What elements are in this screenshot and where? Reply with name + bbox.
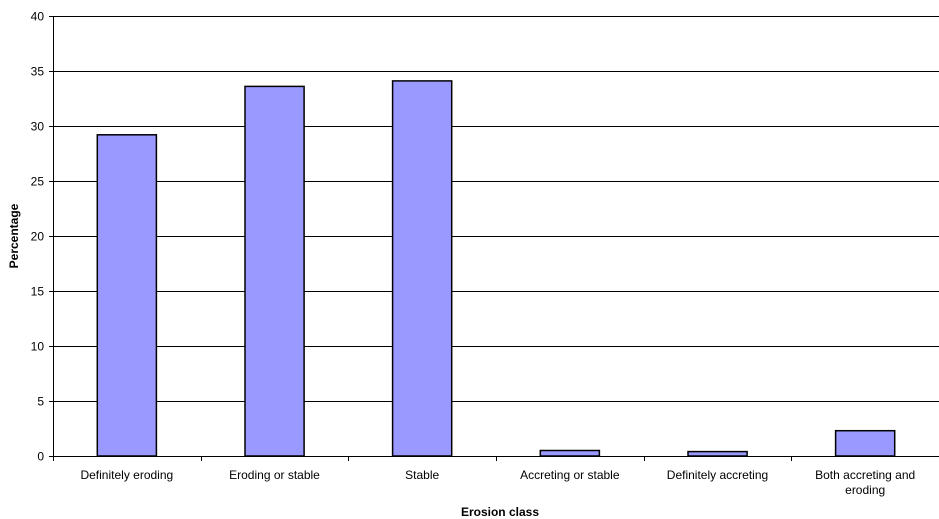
y-tick-label: 20 bbox=[31, 230, 45, 244]
y-tick-label: 35 bbox=[31, 65, 45, 79]
bar bbox=[539, 449, 601, 457]
bar bbox=[244, 85, 305, 457]
y-tick-label: 0 bbox=[37, 450, 44, 464]
x-tick-label: Both accreting and eroding bbox=[815, 468, 915, 497]
y-tick-labels: 0 5 10 15 20 25 30 35 40 bbox=[31, 10, 45, 464]
y-tick-label: 30 bbox=[31, 120, 45, 134]
y-axis-title: Percentage bbox=[7, 203, 21, 268]
bar bbox=[687, 450, 748, 457]
bar bbox=[96, 134, 158, 457]
x-tick-label: Accreting or stable bbox=[520, 468, 620, 482]
bars bbox=[96, 80, 896, 457]
y-tick-label: 5 bbox=[37, 395, 44, 409]
x-tick-label: Eroding or stable bbox=[229, 468, 320, 482]
bar bbox=[834, 429, 896, 457]
x-axis-title: Erosion class bbox=[461, 505, 539, 519]
x-tick-label: Stable bbox=[405, 468, 439, 482]
y-tick-label: 40 bbox=[31, 10, 45, 24]
x-tick-label: Definitely eroding bbox=[80, 468, 173, 482]
x-tick-labels: Definitely eroding Eroding or stable Stabl… bbox=[80, 468, 915, 497]
bar bbox=[391, 80, 453, 457]
y-tick-label: 25 bbox=[31, 175, 45, 189]
axes bbox=[49, 16, 939, 461]
gridlines bbox=[53, 16, 939, 402]
y-tick-label: 15 bbox=[31, 285, 45, 299]
y-tick-label: 10 bbox=[31, 340, 45, 354]
x-tick-label: Definitely accreting bbox=[667, 468, 768, 482]
